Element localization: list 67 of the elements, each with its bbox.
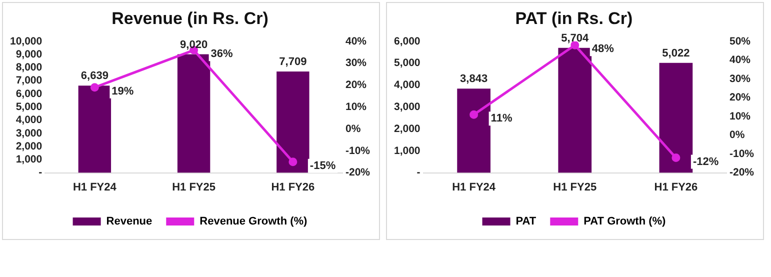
point	[288, 158, 298, 166]
x-tick-label: H1 FY24	[72, 181, 118, 194]
y2-tick-label: 20%	[729, 92, 752, 104]
y2-tick-label: -10%	[729, 148, 755, 160]
chart-title: PAT (in Rs. Cr)	[515, 8, 633, 28]
y-tick-label: 7,000	[16, 74, 42, 87]
y2-tick-label: -10%	[345, 144, 371, 157]
data-label: 9,020	[180, 38, 208, 51]
data-label: 3,843	[460, 73, 488, 86]
data-label: 5,704	[561, 32, 590, 44]
y2-tick-label: 0%	[729, 129, 746, 142]
y2-tick-label: 30%	[729, 72, 752, 85]
bar	[177, 54, 210, 173]
y-tick-label: 1,000	[16, 154, 42, 166]
y-tick-label: 3,000	[394, 100, 420, 113]
y-tick-label: 4,000	[16, 114, 42, 126]
y2-tick-label: 40%	[729, 54, 752, 66]
y2-tick-label: 40%	[345, 35, 368, 48]
point	[672, 154, 680, 162]
point	[90, 83, 99, 92]
data-label: 36%	[210, 48, 234, 60]
legend-label: Revenue Growth (%)	[200, 216, 308, 228]
data-label: 48%	[592, 43, 614, 56]
y2-tick-label: 30%	[345, 57, 368, 70]
legend-label: PAT Growth (%)	[584, 216, 666, 228]
x-tick-label: H1 FY26	[271, 181, 315, 194]
data-label: 11%	[490, 112, 512, 125]
y-tick-label: 5,000	[394, 57, 420, 70]
y-tick-label: 3,000	[16, 127, 42, 140]
y-tick-label: -	[38, 166, 43, 179]
chart-title: Revenue (in Rs. Cr)	[112, 8, 268, 28]
y-tick-label: 5,000	[16, 100, 42, 113]
x-tick-label: H1 FY25	[553, 181, 597, 194]
data-label: 7,709	[279, 56, 307, 68]
bar	[659, 62, 693, 173]
legend-label: PAT	[516, 216, 536, 228]
y-tick-label: 6,000	[16, 88, 42, 100]
bar	[276, 72, 310, 173]
legend-label: Revenue	[106, 216, 152, 228]
y2-tick-label: -20%	[345, 166, 371, 179]
y-tick-label: 2,000	[394, 122, 420, 135]
point	[470, 110, 478, 119]
data-label: 6,639	[80, 70, 108, 82]
bar	[78, 86, 112, 173]
y-tick-label: 2,000	[16, 140, 42, 152]
y-tick-label: 4,000	[394, 79, 420, 92]
y2-tick-label: 20%	[345, 79, 368, 92]
y2-tick-label: 10%	[729, 110, 752, 122]
data-label: 5,022	[662, 47, 690, 60]
y2-tick-label: 10%	[345, 100, 368, 113]
y-tick-label: 8,000	[16, 62, 42, 74]
x-tick-label: H1 FY26	[654, 181, 698, 194]
y2-tick-label: 0%	[345, 122, 362, 135]
data-label: -15%	[310, 160, 336, 172]
y-tick-label: -	[416, 166, 421, 179]
y-tick-label: 6,000	[394, 35, 420, 48]
data-label: -12%	[692, 156, 719, 168]
bar	[457, 88, 490, 173]
y2-tick-label: -20%	[729, 166, 755, 179]
x-tick-label: H1 FY24	[452, 181, 496, 194]
y-tick-label: 10,000	[10, 35, 42, 48]
y-tick-label: 1,000	[394, 144, 420, 157]
data-label: 19%	[112, 85, 134, 98]
y-tick-label: 9,000	[16, 48, 42, 60]
y2-tick-label: 50%	[729, 35, 752, 48]
bar	[558, 48, 592, 173]
x-tick-label: H1 FY25	[172, 181, 216, 194]
